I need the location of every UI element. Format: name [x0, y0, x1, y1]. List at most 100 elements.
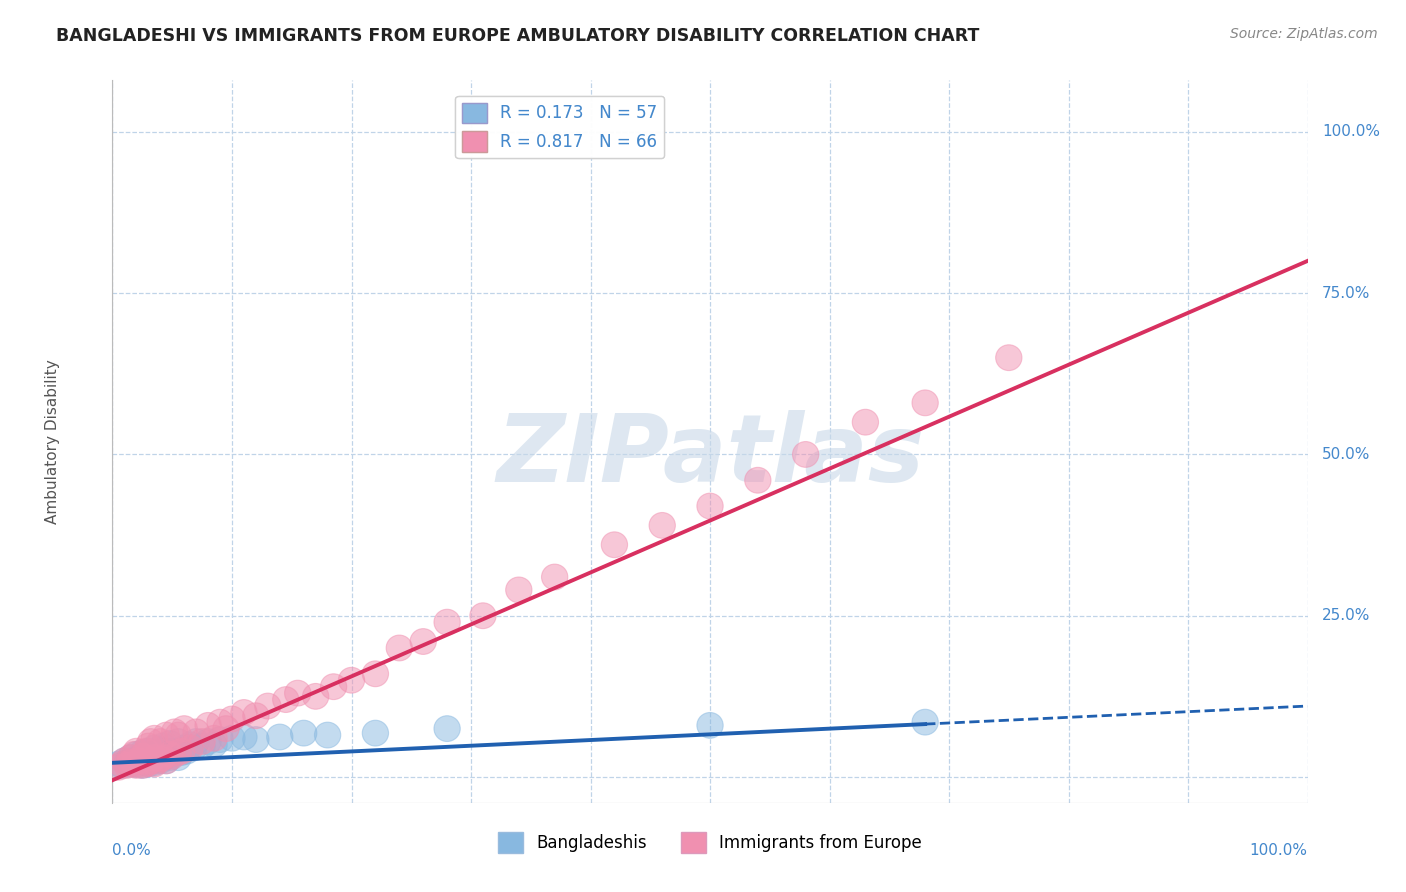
- Ellipse shape: [219, 706, 245, 731]
- Ellipse shape: [149, 745, 176, 771]
- Text: 75.0%: 75.0%: [1322, 285, 1371, 301]
- Ellipse shape: [165, 739, 191, 765]
- Ellipse shape: [105, 755, 132, 780]
- Ellipse shape: [169, 739, 195, 764]
- Ellipse shape: [117, 751, 143, 777]
- Ellipse shape: [141, 750, 167, 776]
- Ellipse shape: [141, 725, 167, 751]
- Ellipse shape: [135, 733, 162, 759]
- Ellipse shape: [207, 727, 233, 753]
- Ellipse shape: [852, 409, 879, 435]
- Ellipse shape: [411, 629, 436, 655]
- Ellipse shape: [302, 683, 329, 709]
- Ellipse shape: [315, 723, 340, 748]
- Ellipse shape: [148, 748, 173, 773]
- Ellipse shape: [165, 745, 191, 771]
- Ellipse shape: [145, 748, 172, 773]
- Ellipse shape: [145, 746, 172, 772]
- Ellipse shape: [793, 442, 818, 467]
- Ellipse shape: [212, 715, 239, 741]
- Ellipse shape: [201, 725, 228, 751]
- Ellipse shape: [149, 733, 176, 759]
- Ellipse shape: [995, 345, 1022, 370]
- Ellipse shape: [129, 743, 156, 769]
- Ellipse shape: [132, 750, 159, 776]
- Ellipse shape: [138, 748, 165, 773]
- Ellipse shape: [254, 693, 281, 719]
- Ellipse shape: [135, 739, 162, 764]
- Ellipse shape: [162, 739, 188, 764]
- Ellipse shape: [149, 745, 176, 771]
- Ellipse shape: [111, 748, 138, 773]
- Ellipse shape: [243, 727, 269, 753]
- Text: BANGLADESHI VS IMMIGRANTS FROM EUROPE AMBULATORY DISABILITY CORRELATION CHART: BANGLADESHI VS IMMIGRANTS FROM EUROPE AM…: [56, 27, 980, 45]
- Ellipse shape: [434, 715, 460, 741]
- Ellipse shape: [129, 739, 156, 765]
- Ellipse shape: [195, 713, 221, 739]
- Ellipse shape: [183, 729, 209, 755]
- Ellipse shape: [108, 751, 135, 777]
- Ellipse shape: [273, 687, 299, 713]
- Ellipse shape: [129, 753, 156, 779]
- Ellipse shape: [141, 745, 167, 771]
- Ellipse shape: [165, 729, 191, 755]
- Ellipse shape: [129, 748, 156, 773]
- Ellipse shape: [434, 609, 460, 635]
- Ellipse shape: [132, 739, 159, 764]
- Ellipse shape: [267, 724, 292, 750]
- Ellipse shape: [173, 739, 200, 764]
- Text: 100.0%: 100.0%: [1250, 843, 1308, 857]
- Ellipse shape: [321, 673, 347, 699]
- Ellipse shape: [156, 745, 183, 771]
- Ellipse shape: [124, 753, 149, 779]
- Ellipse shape: [541, 564, 568, 590]
- Ellipse shape: [135, 746, 162, 772]
- Ellipse shape: [339, 667, 364, 693]
- Ellipse shape: [141, 751, 167, 777]
- Ellipse shape: [117, 750, 143, 776]
- Ellipse shape: [153, 723, 180, 748]
- Ellipse shape: [138, 741, 165, 767]
- Ellipse shape: [159, 741, 186, 767]
- Ellipse shape: [180, 735, 207, 761]
- Ellipse shape: [172, 735, 197, 761]
- Ellipse shape: [912, 390, 938, 416]
- Ellipse shape: [697, 713, 723, 739]
- Ellipse shape: [105, 751, 132, 777]
- Ellipse shape: [129, 753, 156, 779]
- Ellipse shape: [148, 746, 173, 772]
- Ellipse shape: [135, 750, 162, 776]
- Ellipse shape: [172, 715, 197, 741]
- Ellipse shape: [121, 751, 148, 777]
- Ellipse shape: [506, 577, 531, 603]
- Ellipse shape: [132, 751, 159, 777]
- Legend: R = 0.173   N = 57, R = 0.817   N = 66: R = 0.173 N = 57, R = 0.817 N = 66: [456, 95, 664, 158]
- Ellipse shape: [141, 745, 167, 771]
- Ellipse shape: [243, 703, 269, 729]
- Ellipse shape: [117, 745, 143, 771]
- Ellipse shape: [125, 746, 152, 772]
- Ellipse shape: [114, 750, 141, 776]
- Ellipse shape: [153, 739, 180, 764]
- Ellipse shape: [141, 735, 167, 761]
- Ellipse shape: [387, 635, 412, 661]
- Ellipse shape: [159, 743, 186, 769]
- Text: ZIPatlas: ZIPatlas: [496, 410, 924, 502]
- Ellipse shape: [148, 737, 173, 763]
- Ellipse shape: [124, 741, 149, 767]
- Ellipse shape: [124, 751, 149, 777]
- Ellipse shape: [162, 719, 188, 745]
- Ellipse shape: [121, 748, 148, 773]
- Ellipse shape: [697, 493, 723, 519]
- Ellipse shape: [121, 741, 148, 767]
- Ellipse shape: [363, 661, 388, 687]
- Text: Source: ZipAtlas.com: Source: ZipAtlas.com: [1230, 27, 1378, 41]
- Ellipse shape: [156, 731, 183, 756]
- Ellipse shape: [138, 729, 165, 755]
- Ellipse shape: [231, 699, 257, 725]
- Ellipse shape: [169, 739, 195, 765]
- Ellipse shape: [470, 603, 496, 629]
- Ellipse shape: [114, 753, 141, 779]
- Ellipse shape: [602, 532, 627, 558]
- Ellipse shape: [111, 748, 138, 773]
